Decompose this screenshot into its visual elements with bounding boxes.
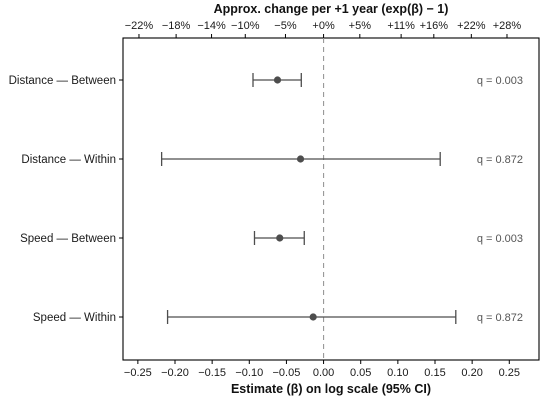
row-label: Speed — Between (20, 233, 116, 245)
top-axis-title: Approx. change per +1 year (exp(β) − 1) (214, 2, 449, 16)
estimate-rows: Distance — Between q = 0.003 Distance — Wi… (9, 73, 523, 324)
x-tick-label: −0.20 (161, 367, 189, 379)
x-tick-label: 0.00 (313, 367, 334, 379)
estimate-row: Distance — Within q = 0.872 (21, 152, 523, 166)
x2-tick-label: −22% (125, 20, 154, 32)
x2-tick-label: −10% (231, 20, 260, 32)
point-estimate (296, 155, 305, 163)
x-axis-title: Estimate (β) on log scale (95% CI) (231, 382, 431, 396)
q-value-label: q = 0.872 (477, 154, 523, 166)
x2-tick-label: +22% (457, 20, 486, 32)
x2-tick-label: −18% (162, 20, 191, 32)
q-value-label: q = 0.003 (477, 233, 523, 245)
x-tick-label: 0.15 (424, 367, 445, 379)
plot-panel (122, 37, 540, 361)
row-label: Speed — Within (33, 312, 116, 324)
q-value-label: q = 0.872 (477, 312, 523, 324)
x2-tick-label: +5% (349, 20, 372, 32)
x2-tick-label: +0% (312, 20, 335, 32)
x2-tick-label: +16% (420, 20, 449, 32)
x-tick-label: −0.15 (198, 367, 226, 379)
x-tick-label: 0.05 (350, 367, 371, 379)
x2-tick-label: −14% (197, 20, 226, 32)
bottom-axis: −0.25 −0.20 −0.15 −0.10 −0.05 0.00 0.05 0.10 0.1… (124, 360, 520, 379)
estimate-row: Speed — Within q = 0.872 (33, 310, 523, 324)
top-axis: −22% −18% −14% −10% −5% +0% +5% +11% +16% +22% +28… (125, 20, 522, 38)
q-value-label: q = 0.003 (477, 75, 523, 87)
row-label: Distance — Within (21, 154, 116, 166)
x2-tick-label: +28% (493, 20, 522, 32)
row-label: Distance — Between (9, 75, 116, 87)
x-tick-label: 0.20 (461, 367, 482, 379)
point-estimate (309, 313, 317, 321)
estimate-row: Distance — Between q = 0.003 (9, 73, 523, 87)
estimate-row: Speed — Between q = 0.003 (20, 231, 523, 245)
x-tick-label: −0.10 (235, 367, 263, 379)
x-tick-label: −0.05 (273, 367, 301, 379)
x-tick-label: 0.25 (499, 367, 520, 379)
point-estimate (276, 234, 284, 242)
x-tick-label: −0.25 (124, 367, 152, 379)
x-tick-label: 0.10 (387, 367, 408, 379)
x2-tick-label: −5% (274, 20, 297, 32)
x2-tick-label: +11% (387, 20, 415, 32)
point-estimate (273, 76, 282, 84)
